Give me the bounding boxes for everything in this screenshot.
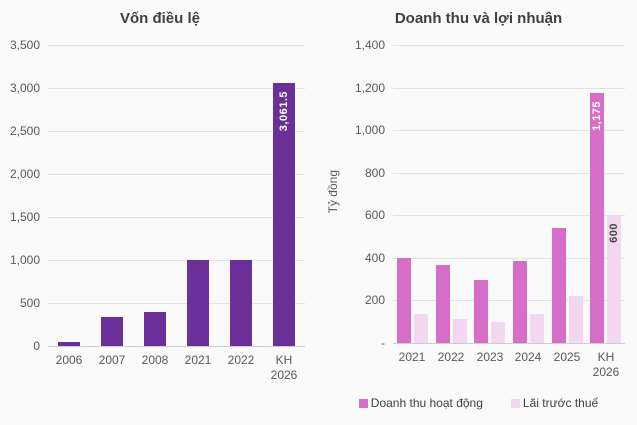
legend-label-revenue: Doanh thu hoạt động <box>370 396 483 410</box>
bar <box>530 314 544 343</box>
grid-line <box>393 88 625 89</box>
bar <box>101 317 123 346</box>
grid-line <box>393 258 625 259</box>
legend-label-profit: Lãi trước thuế <box>522 396 599 410</box>
grid-line <box>48 131 305 132</box>
grid-line <box>393 300 625 301</box>
y-tick-label: 0 <box>33 339 40 353</box>
legend-swatch-profit <box>510 398 520 408</box>
grid-line <box>393 215 625 216</box>
x-tick-label: 2022 <box>227 353 255 367</box>
bar <box>414 314 428 343</box>
bar <box>58 342 80 346</box>
bar <box>397 258 411 343</box>
grid-line <box>393 130 625 131</box>
x-tick-label: 2025 <box>553 350 581 364</box>
bar <box>230 260 252 346</box>
y-tick-label: 400 <box>364 251 385 265</box>
bar <box>552 228 566 343</box>
y-tick-label: 200 <box>364 293 385 307</box>
legend-item-profit: Lãi trước thuế <box>510 396 599 410</box>
grid-line <box>48 174 305 175</box>
x-tick-label: 2006 <box>55 353 83 367</box>
x-tick-label: KH 2026 <box>270 353 298 382</box>
bar <box>187 260 209 346</box>
legend-swatch-revenue <box>358 398 368 408</box>
chart-title: Vốn điều lệ <box>119 10 200 27</box>
y-tick-label: 3,000 <box>9 81 40 95</box>
bar <box>590 93 604 343</box>
bar <box>474 280 488 343</box>
y-tick-label: 1,200 <box>354 81 385 95</box>
bar <box>144 312 166 346</box>
chart-charter-capital: Vốn điều lệ 0 500 1,000 1,500 2,000 2,500 3,00… <box>9 10 305 382</box>
y-tick-label: 1,500 <box>9 210 40 224</box>
grid-line <box>393 45 625 46</box>
y-tick-label: 2,000 <box>9 167 40 181</box>
y-tick-label: - <box>381 336 385 350</box>
bar <box>436 265 450 343</box>
bar <box>273 83 295 346</box>
y-tick-label: 3,500 <box>9 38 40 52</box>
x-axis-line <box>48 346 305 347</box>
y-tick-label: 1,400 <box>354 38 385 52</box>
y-tick-label: 600 <box>364 208 385 222</box>
bar <box>607 215 621 343</box>
x-tick-label: KH 2026 <box>592 350 620 379</box>
grid-line <box>393 173 625 174</box>
chart-title: Doanh thu và lợi nhuận <box>394 10 563 27</box>
grid-line <box>48 88 305 89</box>
x-axis-line <box>393 343 625 344</box>
grid-line <box>48 260 305 261</box>
bar <box>569 296 583 343</box>
x-tick-label: 2007 <box>98 353 126 367</box>
chart-revenue-profit: Doanh thu và lợi nhuận Tỷ đồng Doanh thu… <box>320 0 637 425</box>
grid-line <box>48 45 305 46</box>
x-tick-label: 2024 <box>514 350 542 364</box>
bar-value-label: 600 <box>608 223 620 243</box>
bar <box>513 261 527 343</box>
y-tick-label: 1,000 <box>9 253 40 267</box>
legend: Doanh thu hoạt động Lãi trước thuế <box>320 396 637 410</box>
y-tick-label: 1,000 <box>354 123 385 137</box>
y-tick-label: 2,500 <box>9 124 40 138</box>
y-tick-label: 800 <box>364 166 385 180</box>
bar-value-label: 3,061.5 <box>278 91 290 132</box>
x-tick-label: 2021 <box>398 350 426 364</box>
grid-line <box>48 303 305 304</box>
x-tick-label: 2021 <box>184 353 212 367</box>
bar <box>491 322 505 343</box>
grid-line <box>48 217 305 218</box>
x-tick-label: 2008 <box>141 353 169 367</box>
legend-item-revenue: Doanh thu hoạt động <box>358 396 483 410</box>
x-tick-label: 2023 <box>476 350 504 364</box>
bar <box>453 319 467 343</box>
y-tick-label: 500 <box>19 296 40 310</box>
bar-value-label: 1,175 <box>591 101 603 132</box>
x-tick-label: 2022 <box>437 350 465 364</box>
